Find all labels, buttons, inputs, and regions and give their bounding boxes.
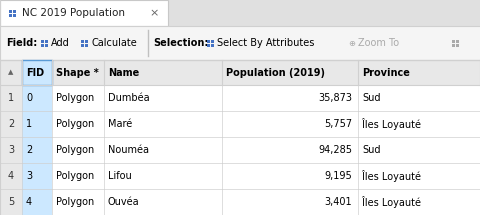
Bar [452, 43, 455, 46]
Bar [9, 9, 12, 12]
Text: 5: 5 [8, 197, 14, 207]
Bar [81, 40, 84, 43]
Text: Population (2019): Population (2019) [226, 68, 325, 77]
Bar [40, 40, 44, 43]
Bar [0, 0, 168, 26]
Bar [22, 137, 52, 163]
Bar [22, 111, 52, 137]
Bar [22, 60, 52, 85]
Bar [40, 43, 44, 46]
Text: Province: Province [362, 68, 410, 77]
Bar [45, 43, 48, 46]
Text: 0: 0 [26, 93, 32, 103]
Bar [0, 0, 480, 26]
Text: 3: 3 [8, 145, 14, 155]
Text: 4: 4 [26, 197, 32, 207]
Text: Zoom To: Zoom To [358, 38, 399, 48]
Text: Îles Loyauté: Îles Loyauté [362, 118, 421, 130]
Bar [452, 40, 455, 43]
Bar [9, 14, 12, 17]
Text: 9,195: 9,195 [324, 171, 352, 181]
Bar [206, 43, 209, 46]
Text: Polygon: Polygon [56, 171, 94, 181]
Bar [0, 163, 480, 189]
Bar [456, 40, 458, 43]
Text: Polygon: Polygon [56, 197, 94, 207]
Text: Lifou: Lifou [108, 171, 132, 181]
Text: 35,873: 35,873 [318, 93, 352, 103]
Bar [0, 189, 22, 215]
Bar [22, 163, 52, 189]
Text: Name: Name [108, 68, 139, 77]
Text: Dumbéa: Dumbéa [108, 93, 150, 103]
Bar [0, 189, 480, 215]
Bar [211, 43, 214, 46]
Text: Îles Loyauté: Îles Loyauté [362, 170, 421, 182]
Text: ▲: ▲ [8, 69, 14, 75]
Text: Maré: Maré [108, 119, 132, 129]
Text: Field:: Field: [6, 38, 37, 48]
Bar [0, 111, 480, 137]
Text: 94,285: 94,285 [318, 145, 352, 155]
Bar [456, 43, 458, 46]
Text: Select By Attributes: Select By Attributes [217, 38, 314, 48]
Text: 4: 4 [8, 171, 14, 181]
Bar [22, 189, 52, 215]
Text: Sud: Sud [362, 145, 381, 155]
Bar [84, 40, 87, 43]
Text: Polygon: Polygon [56, 119, 94, 129]
Bar [0, 85, 480, 111]
Text: ×: × [149, 8, 159, 18]
Text: 1: 1 [8, 93, 14, 103]
Text: 1: 1 [26, 119, 32, 129]
Text: 2: 2 [8, 119, 14, 129]
Bar [45, 40, 48, 43]
Bar [0, 85, 22, 111]
Text: Polygon: Polygon [56, 145, 94, 155]
Bar [0, 163, 22, 189]
Text: Shape *: Shape * [56, 68, 99, 77]
Text: Îles Loyauté: Îles Loyauté [362, 196, 421, 208]
Bar [0, 111, 22, 137]
Text: 3,401: 3,401 [324, 197, 352, 207]
Text: Nouméa: Nouméa [108, 145, 149, 155]
Bar [0, 60, 480, 85]
Text: Selection:: Selection: [153, 38, 208, 48]
Bar [12, 9, 15, 12]
Bar [84, 43, 87, 46]
Bar [0, 137, 480, 163]
Bar [206, 40, 209, 43]
Text: FID: FID [26, 68, 44, 77]
Text: NC 2019 Population: NC 2019 Population [22, 8, 125, 18]
Bar [12, 14, 15, 17]
Bar [211, 40, 214, 43]
Text: Ouvéa: Ouvéa [108, 197, 140, 207]
Text: Sud: Sud [362, 93, 381, 103]
Text: ⊕: ⊕ [348, 38, 355, 48]
Bar [0, 26, 480, 60]
Text: 5,757: 5,757 [324, 119, 352, 129]
Text: Calculate: Calculate [91, 38, 137, 48]
Text: 3: 3 [26, 171, 32, 181]
Bar [0, 137, 22, 163]
Bar [22, 85, 52, 111]
Text: 2: 2 [26, 145, 32, 155]
Bar [81, 43, 84, 46]
Text: Polygon: Polygon [56, 93, 94, 103]
Text: Add: Add [51, 38, 70, 48]
